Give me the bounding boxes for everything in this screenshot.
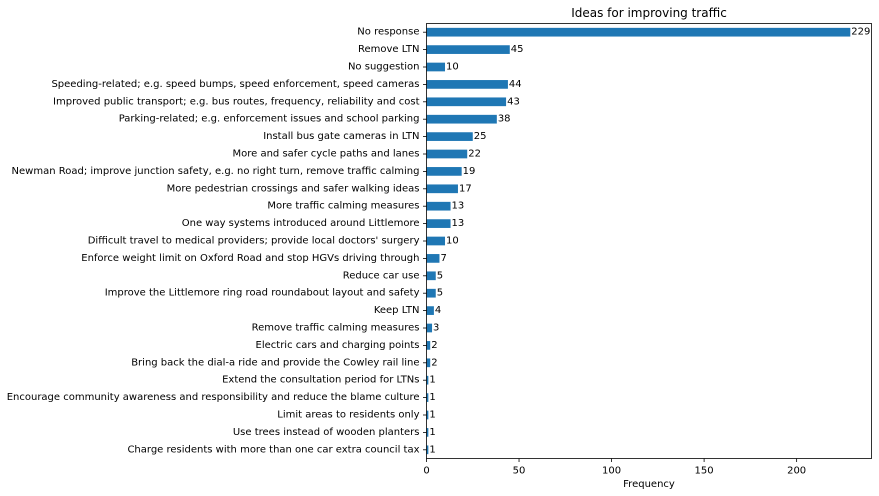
bar (426, 306, 434, 315)
value-label: 22 (468, 149, 481, 160)
value-label: 43 (507, 96, 520, 107)
value-label: 25 (474, 131, 487, 142)
bar (426, 254, 440, 263)
bar (426, 27, 851, 37)
value-label: 1 (429, 427, 435, 438)
bar (426, 80, 508, 89)
category-label: Remove traffic calming measures (252, 323, 420, 334)
value-label: 1 (429, 375, 435, 386)
value-label: 3 (433, 323, 439, 334)
category-label: Reduce car use (343, 270, 420, 281)
x-axis: 0 50 100 150 200 (423, 458, 806, 477)
value-label: 10 (446, 236, 459, 247)
bar (426, 323, 433, 333)
category-label: Parking-related; e.g. enforcement issues… (119, 114, 420, 125)
category-label: Speeding-related; e.g. speed bumps, spee… (51, 79, 419, 90)
bar (426, 375, 429, 385)
bar (426, 236, 446, 246)
value-label: 13 (452, 218, 465, 229)
category-label: Improved public transport; e.g. bus rout… (53, 96, 420, 107)
value-label: 17 (459, 183, 472, 194)
value-label: 7 (440, 253, 446, 264)
chart-title: Ideas for improving traffic (571, 6, 727, 20)
bar (426, 114, 497, 124)
x-axis-label: Frequency (623, 479, 675, 490)
value-label: 2 (431, 357, 437, 368)
value-label: 1 (429, 410, 435, 421)
category-label: Charge residents with more than one car … (127, 444, 419, 455)
category-label: Bring back the dial-a ride and provide t… (131, 357, 419, 368)
x-tick-label: 0 (423, 466, 429, 477)
x-tick-label: 150 (695, 466, 714, 477)
value-label: 38 (498, 114, 511, 125)
plot-frame (426, 23, 872, 459)
x-tick-label: 200 (787, 466, 806, 477)
category-label: Electric cars and charging points (256, 340, 420, 351)
category-label: No response (357, 27, 419, 38)
value-label: 13 (452, 201, 465, 212)
value-label: 45 (511, 44, 524, 55)
bar (426, 428, 429, 437)
category-label: More pedestrian crossings and safer walk… (167, 183, 420, 194)
category-label: More traffic calming measures (267, 201, 419, 212)
category-label: Limit areas to residents only (277, 410, 419, 421)
category-label: Encourage community awareness and respon… (7, 392, 420, 403)
bar (426, 358, 431, 368)
value-label: 5 (437, 270, 443, 281)
category-label: Newman Road; improve junction safety, e.… (12, 166, 420, 177)
bar (426, 410, 429, 420)
value-label: 10 (446, 62, 459, 73)
category-label: Install bus gate cameras in LTN (263, 131, 419, 142)
bar (426, 45, 510, 54)
category-label: Extend the consultation period for LTNs (222, 375, 419, 386)
value-label: 1 (429, 444, 435, 455)
bar (426, 184, 458, 194)
bar (426, 288, 436, 298)
category-label: Improve the Littlemore ring road roundab… (105, 288, 420, 299)
category-label: One way systems introduced around Little… (182, 218, 420, 229)
bar (426, 219, 451, 228)
category-label: No suggestion (348, 62, 420, 73)
bar (426, 62, 446, 72)
value-label: 2 (431, 340, 437, 351)
value-label: 4 (435, 305, 441, 316)
bar (426, 97, 507, 107)
category-label: Difficult travel to medical providers; p… (88, 236, 420, 247)
value-label: 44 (509, 79, 522, 90)
x-tick-label: 100 (602, 466, 621, 477)
category-label: Enforce weight limit on Oxford Road and … (81, 253, 419, 264)
bar (426, 341, 431, 350)
bars-group (426, 27, 851, 455)
bar (426, 149, 468, 159)
value-label: 229 (851, 27, 870, 38)
category-label: Remove LTN (358, 44, 420, 55)
category-label: Keep LTN (374, 305, 420, 316)
value-label: 1 (429, 392, 435, 403)
bar (426, 393, 429, 402)
category-label: More and safer cycle paths and lanes (232, 149, 419, 160)
bar (426, 271, 436, 281)
category-label: Use trees instead of wooden planters (233, 427, 420, 438)
x-tick-label: 50 (513, 466, 526, 477)
value-label: 5 (437, 288, 443, 299)
category-labels: No response Remove LTN No suggestion Speedi… (7, 27, 427, 455)
value-label: 19 (463, 166, 476, 177)
bar (426, 201, 451, 211)
bar (426, 445, 429, 455)
bar (426, 167, 462, 176)
bar (426, 132, 473, 141)
